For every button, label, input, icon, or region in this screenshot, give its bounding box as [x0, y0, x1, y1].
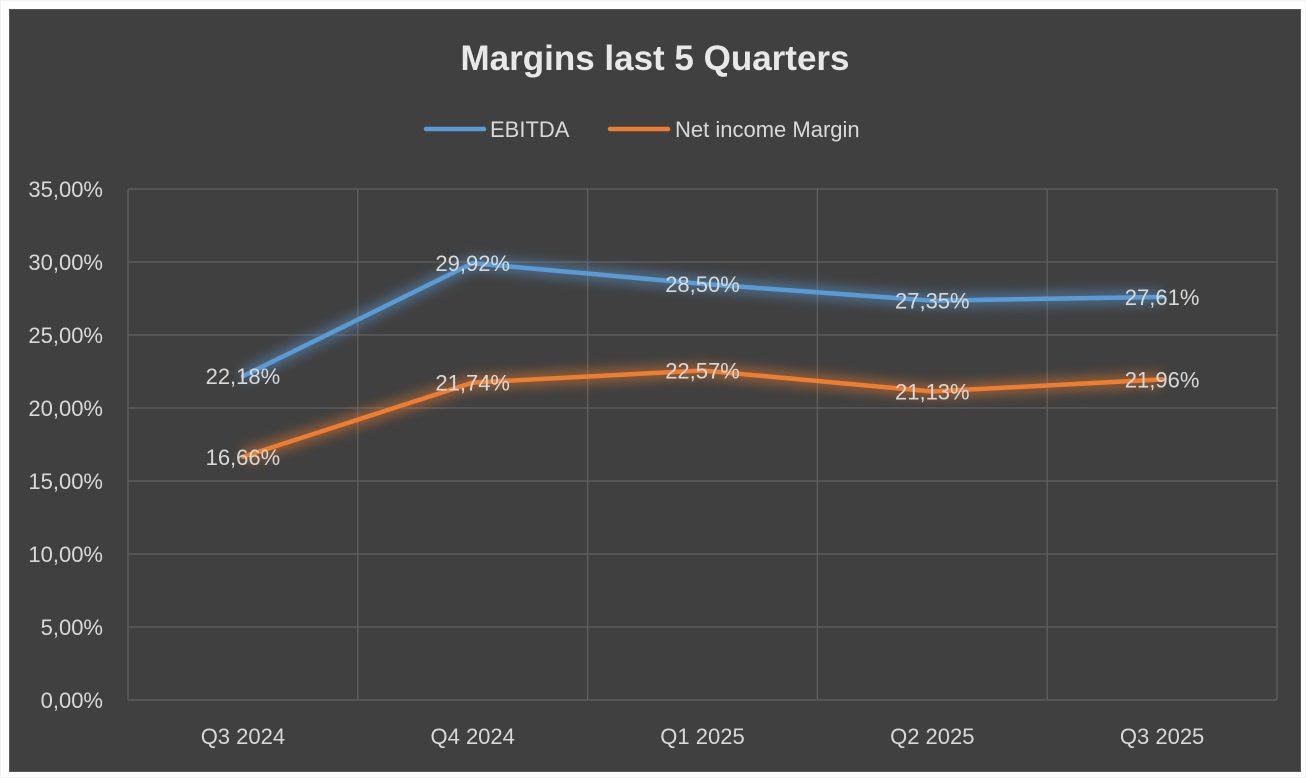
- legend: EBITDA Net income Margin: [423, 117, 860, 142]
- series-line-1: [240, 368, 1165, 460]
- y-tick-label: 0,00%: [41, 688, 103, 713]
- y-tick-label: 30,00%: [28, 250, 103, 275]
- data-label: 28,50%: [665, 272, 740, 297]
- data-label: 27,61%: [1125, 285, 1200, 310]
- y-axis-tick-labels: 0,00% 5,00% 10,00% 15,00% 20,00% 25,00% 30,00%…: [28, 177, 103, 713]
- data-label: 21,13%: [895, 380, 970, 405]
- x-tick-label: Q2 2025: [890, 724, 974, 749]
- legend-label-0: EBITDA: [490, 117, 570, 142]
- data-label: 22,57%: [665, 358, 740, 383]
- y-tick-label: 5,00%: [41, 615, 103, 640]
- data-labels: 22,18% 29,92% 28,50% 27,35% 27,61% 16,66% 21,7…: [206, 251, 1200, 470]
- chart-panel: [9, 9, 1301, 772]
- y-tick-label: 20,00%: [28, 396, 103, 421]
- x-tick-label: Q3 2024: [201, 724, 285, 749]
- chart-title: Margins last 5 Quarters: [460, 39, 849, 78]
- series-line-0: [240, 260, 1165, 379]
- series-lines: [240, 260, 1165, 460]
- data-label: 29,92%: [435, 251, 510, 276]
- x-axis-tick-labels: Q3 2024 Q4 2024 Q1 2025 Q2 2025 Q3 2025: [201, 724, 1205, 749]
- data-label: 21,74%: [435, 371, 510, 396]
- x-tick-label: Q1 2025: [660, 724, 744, 749]
- data-label: 21,96%: [1125, 367, 1200, 392]
- data-label: 16,66%: [206, 445, 281, 470]
- y-tick-label: 15,00%: [28, 469, 103, 494]
- data-label: 22,18%: [206, 364, 281, 389]
- y-tick-label: 25,00%: [28, 323, 103, 348]
- x-tick-label: Q3 2025: [1120, 724, 1204, 749]
- y-tick-label: 35,00%: [28, 177, 103, 202]
- y-tick-label: 10,00%: [28, 542, 103, 567]
- x-tick-label: Q4 2024: [430, 724, 514, 749]
- legend-label-1: Net income Margin: [675, 117, 860, 142]
- data-label: 27,35%: [895, 289, 970, 314]
